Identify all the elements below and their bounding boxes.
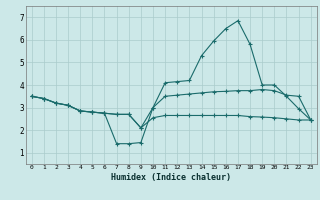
X-axis label: Humidex (Indice chaleur): Humidex (Indice chaleur): [111, 173, 231, 182]
